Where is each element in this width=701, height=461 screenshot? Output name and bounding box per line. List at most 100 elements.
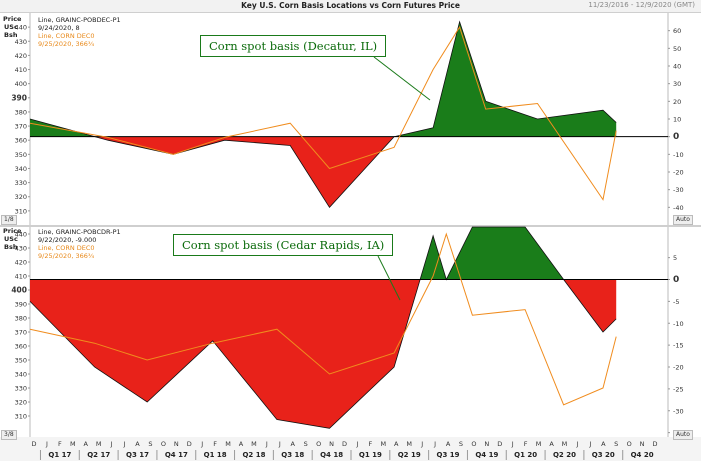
month-tick-label: M: [381, 440, 387, 448]
callout-cedar-rapids: Corn spot basis (Cedar Rapids, IA): [173, 234, 394, 256]
right-tick-label: 0: [673, 132, 679, 142]
quarter-tick-label: Q3 18: [281, 451, 304, 459]
left-tick-label: 360: [15, 343, 27, 351]
month-tick-label: N: [640, 440, 645, 448]
basis-area-group-1: [29, 226, 617, 429]
quarter-tick-label: Q1 20: [514, 451, 537, 459]
left-tick-label: 380: [15, 108, 27, 116]
legend-line-basis-2: Line, GRAINC-POBCDR-P1: [38, 228, 121, 236]
month-tick-label: J: [588, 440, 591, 448]
month-tick-label: J: [433, 440, 436, 448]
quarter-tick-label: Q3 19: [437, 451, 460, 459]
scale-button-top[interactable]: 1/8: [1, 215, 17, 225]
quarter-tick-label: Q2 17: [87, 451, 110, 459]
month-tick-label: J: [575, 440, 578, 448]
left-tick-label: 360: [15, 137, 27, 145]
corn-futures-line-1: [29, 232, 617, 406]
left-tick-label: 310: [15, 413, 27, 421]
scale-button-bottom[interactable]: 3/8: [1, 430, 17, 440]
unit-usc-bottom: USc: [4, 235, 18, 243]
month-tick-label: J: [123, 440, 126, 448]
quarter-tick-label: Q1 18: [204, 451, 227, 459]
month-tick-label: A: [84, 440, 89, 448]
month-tick-label: N: [329, 440, 334, 448]
quarter-tick-label: Q2 19: [398, 451, 421, 459]
month-tick-label: J: [265, 440, 268, 448]
left-tick-label: 340: [15, 371, 27, 379]
left-tick-label: 370: [15, 123, 27, 131]
left-tick-label: 440: [15, 231, 27, 239]
quarter-tick-label: Q1 17: [48, 451, 71, 459]
month-tick-label: D: [31, 440, 36, 448]
auto-button-bottom[interactable]: Auto: [673, 430, 693, 440]
basis-line-1: [29, 226, 617, 429]
quarter-tick-label: Q1 19: [359, 451, 382, 459]
left-tick-label: 410: [15, 66, 27, 74]
chart-title: Key U.S. Corn Basis Locations vs Corn Fu…: [241, 1, 460, 10]
legend-value-basis-2: 9/22/2020, -9.000: [38, 236, 97, 244]
left-tick-label: 380: [15, 315, 27, 323]
right-tick-label: -40: [673, 204, 684, 212]
month-tick-label: M: [562, 440, 568, 448]
left-tick-label: 320: [15, 399, 27, 407]
month-tick-label: S: [148, 440, 152, 448]
callout-decatur: Corn spot basis (Decatur, IL): [200, 35, 387, 57]
date-range: 11/23/2016 - 12/9/2020 (GMT): [588, 1, 695, 9]
month-tick-label: A: [601, 440, 606, 448]
month-tick-label: A: [135, 440, 140, 448]
month-tick-label: A: [394, 440, 399, 448]
month-tick-label: J: [511, 440, 514, 448]
left-tick-label: 440: [15, 24, 27, 32]
month-tick-label: M: [406, 440, 412, 448]
leader-decatur: [373, 56, 431, 101]
legend-value-corn: 9/25/2020, 366¾: [38, 40, 95, 48]
left-tick-label: 390: [11, 93, 27, 102]
month-tick-label: M: [536, 440, 542, 448]
month-tick-label: O: [316, 440, 321, 448]
month-tick-label: F: [213, 440, 217, 448]
month-tick-label: J: [110, 440, 113, 448]
month-tick-label: F: [58, 440, 62, 448]
unit-usc-top: USc: [4, 23, 18, 31]
panel-separator: [0, 225, 701, 227]
left-tick-label: 350: [15, 151, 27, 159]
month-tick-label: O: [627, 440, 632, 448]
month-tick-label: A: [291, 440, 296, 448]
left-tick-label: 400: [11, 286, 27, 295]
right-tick-label: -25: [673, 385, 684, 393]
left-tick-label: 320: [15, 193, 27, 201]
left-tick-label: 430: [15, 245, 27, 253]
right-tick-label: -10: [673, 320, 684, 328]
quarter-tick-label: Q3 20: [592, 451, 615, 459]
quarter-tick-label: Q2 18: [242, 451, 265, 459]
legend-bottom: Line, GRAINC-POBCDR-P1 9/22/2020, -9.000…: [38, 228, 121, 260]
unit-bsh-bottom: Bsh: [4, 243, 18, 251]
month-tick-label: D: [187, 440, 192, 448]
right-tick-label: -15: [673, 342, 684, 350]
quarter-tick-label: Q4 17: [165, 451, 188, 459]
legend-line-corn-2: Line, CORN DEC0: [38, 244, 95, 252]
month-tick-label: S: [459, 440, 463, 448]
auto-button-top[interactable]: Auto: [673, 215, 693, 225]
legend-line-corn: Line, CORN DEC0: [38, 32, 95, 40]
month-tick-label: J: [420, 440, 423, 448]
basis-positive-area-0: [30, 21, 617, 137]
left-tick-label: 330: [15, 385, 27, 393]
right-tick-label: -20: [673, 169, 684, 177]
month-tick-label: M: [225, 440, 231, 448]
month-tick-label: O: [471, 440, 476, 448]
month-tick-label: J: [200, 440, 203, 448]
price-label-bottom: Price: [3, 227, 22, 235]
basis-negative-area-0: [30, 136, 617, 208]
month-tick-label: A: [446, 440, 451, 448]
month-tick-label: N: [174, 440, 179, 448]
left-tick-label: 410: [15, 273, 27, 281]
left-tick-label: 400: [15, 80, 27, 88]
month-tick-label: D: [342, 440, 347, 448]
title-bar: Key U.S. Corn Basis Locations vs Corn Fu…: [0, 0, 701, 13]
legend-line-basis: Line, GRAINC-POBDEC-P1: [38, 16, 121, 24]
right-tick-label: 30: [673, 80, 681, 88]
leader-cedar: [377, 255, 401, 301]
month-tick-label: D: [653, 440, 658, 448]
